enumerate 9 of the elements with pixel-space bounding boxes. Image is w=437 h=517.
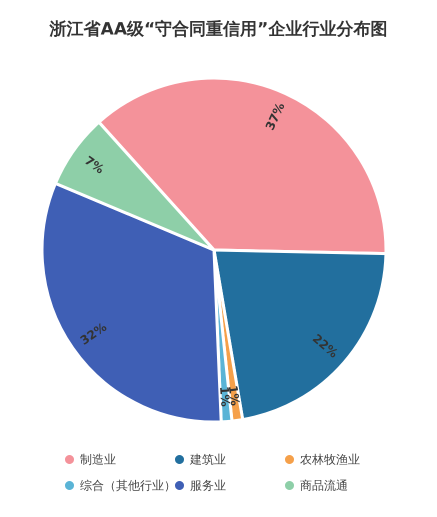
legend-label: 综合（其他行业） bbox=[80, 478, 176, 492]
legend-label: 建筑业 bbox=[189, 452, 226, 466]
chart-title: 浙江省AA级“守合同重信用”企业行业分布图 bbox=[48, 20, 388, 40]
legend-label: 制造业 bbox=[80, 452, 116, 466]
legend-label: 服务业 bbox=[190, 478, 226, 492]
data-label: 37% bbox=[262, 100, 288, 132]
legend-label: 农林牧渔业 bbox=[300, 452, 360, 466]
legend-label: 商品流通 bbox=[300, 478, 348, 492]
data-label: 7% bbox=[82, 153, 107, 177]
